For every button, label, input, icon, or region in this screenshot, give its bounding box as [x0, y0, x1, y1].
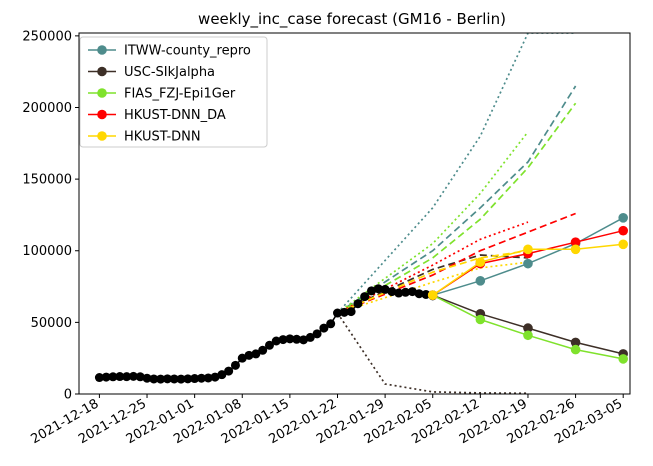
observed-point — [108, 372, 118, 382]
observed-point — [183, 374, 193, 384]
observed-point — [196, 373, 206, 383]
legend-marker — [97, 131, 107, 141]
series-3-median-point — [618, 225, 628, 236]
legend-label: USC-SIkJalpha — [124, 65, 215, 80]
observed-point — [176, 374, 186, 384]
observed-point — [346, 307, 356, 317]
y-tick-label: 200000 — [22, 101, 72, 116]
observed-point — [319, 323, 329, 333]
y-tick-label: 0 — [64, 388, 72, 403]
series-1-median-point — [523, 323, 533, 333]
observed-point — [190, 374, 200, 384]
legend-label: HKUST-DNN_DA — [124, 108, 226, 123]
observed-point — [353, 299, 363, 309]
series-0-median-point — [523, 258, 533, 269]
observed-point — [264, 340, 274, 350]
observed-point — [285, 334, 295, 344]
observed-point — [373, 284, 383, 294]
legend-label: ITWW-county_repro — [124, 44, 251, 59]
observed-point — [312, 329, 322, 339]
plot-area — [94, 33, 628, 394]
observed-point — [414, 289, 424, 299]
legend-box — [79, 36, 268, 148]
series-3-median-point — [570, 237, 581, 247]
legend-marker — [97, 45, 107, 55]
observed-point — [169, 374, 179, 384]
observed-point — [360, 292, 370, 302]
series-2-median-point — [570, 344, 581, 355]
chart-title: weekly_inc_case forecast (GM16 - Berlin) — [198, 10, 506, 29]
observed-point — [244, 350, 254, 360]
observed-point — [332, 308, 342, 318]
observed-point — [237, 353, 247, 363]
observed-point — [251, 349, 261, 359]
series-4-median-point — [427, 290, 438, 300]
series-2-median-point — [523, 330, 533, 341]
series-2-median-point — [618, 354, 628, 364]
series-0-inner-bound-line — [337, 85, 577, 314]
observed-point — [421, 289, 431, 299]
legend-marker — [97, 109, 107, 120]
y-tick-label: 150000 — [22, 173, 72, 188]
series-4-median-point — [618, 239, 628, 250]
y-tick-label: 100000 — [22, 244, 72, 259]
observed-point — [101, 372, 111, 382]
legend-marker — [97, 66, 107, 77]
legend-marker — [97, 88, 107, 98]
observed-point — [278, 335, 288, 345]
series-3-outer-bound-line — [337, 221, 529, 314]
series-0-outer-bound-line — [336, 33, 576, 314]
series-2-median-point — [475, 314, 486, 325]
series-4-inner-bound-line — [337, 249, 529, 314]
observed-point — [142, 373, 152, 383]
observed-point — [122, 372, 132, 382]
series-1-lower-outer-bound-line — [336, 312, 529, 394]
observed-point — [128, 371, 138, 381]
observed-point — [230, 360, 240, 370]
observed-point — [305, 332, 315, 342]
observed-point — [94, 373, 104, 383]
observed-point — [387, 287, 397, 297]
observed-point — [156, 374, 166, 384]
observed-point — [394, 288, 404, 298]
series-1-median-point — [570, 337, 581, 348]
series-4-median-point — [523, 244, 533, 255]
series-3-inner-bound-line — [337, 212, 576, 314]
series-4-median-point — [570, 244, 581, 255]
observed-point — [162, 374, 172, 384]
observed-point — [210, 372, 220, 382]
observed-point — [135, 372, 145, 382]
observed-point — [367, 286, 377, 296]
series-0-median-point — [618, 212, 628, 223]
observed-line — [99, 287, 433, 380]
observed-point — [326, 319, 336, 329]
observed-point — [380, 284, 390, 294]
legend: ITWW-county_repro USC-SIkJalpha FIAS_FZJ-E… — [79, 36, 268, 148]
observed-point — [115, 372, 125, 382]
series-1-inner-bound-line — [337, 254, 529, 314]
observed-point — [258, 345, 268, 355]
y-tick-label: 50000 — [31, 316, 72, 331]
series-4-outer-bound-line — [337, 261, 529, 314]
plot-content — [94, 33, 628, 394]
observed-point — [217, 370, 227, 380]
observed-point — [292, 334, 302, 344]
observed-point — [401, 287, 411, 297]
observed-point — [298, 335, 308, 345]
legend-label: HKUST-DNN — [124, 130, 201, 145]
observed-point — [339, 307, 349, 317]
plot-frame — [78, 32, 631, 395]
observed-point — [224, 366, 234, 376]
observed-point — [407, 287, 417, 297]
legend-label: FIAS_FZJ-Epi1Ger — [124, 87, 236, 102]
y-tick-label: 250000 — [22, 29, 72, 44]
observed-point — [271, 336, 281, 346]
observed-point — [149, 374, 159, 384]
series-4-median-point — [475, 257, 486, 268]
observed-point — [203, 373, 213, 383]
series-2-outer-bound-line — [336, 131, 529, 314]
series-2-inner-bound-line — [337, 102, 577, 314]
series-0-median-point — [475, 276, 486, 286]
